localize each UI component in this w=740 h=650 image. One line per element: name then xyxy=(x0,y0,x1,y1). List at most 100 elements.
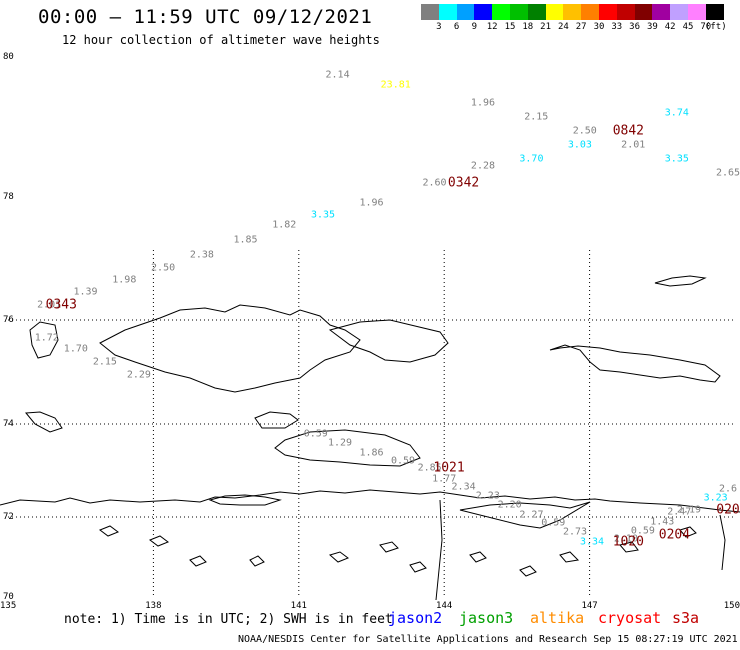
wave-height-value: 2.38 xyxy=(189,249,214,261)
wave-height-value: 3.35 xyxy=(664,153,689,164)
latitude-label: 70 xyxy=(3,592,14,602)
color-scale-legend xyxy=(421,4,724,20)
wave-height-value: 0.59 xyxy=(630,525,655,537)
wave-height-value: 2.19 xyxy=(676,504,701,516)
legend-swatch xyxy=(563,4,582,20)
wave-height-value: 2.15 xyxy=(524,111,549,122)
wave-height-value: 23.81 xyxy=(380,79,411,91)
legend-swatch xyxy=(616,4,635,20)
legend-label: 6 xyxy=(453,22,460,32)
map-subtitle: 12 hour collection of altimeter wave hei… xyxy=(62,33,380,47)
wave-height-value: 2.73 xyxy=(563,526,588,538)
pass-time-label: 020 xyxy=(716,502,740,518)
satellite-jason2-label: jason2 xyxy=(388,609,443,627)
wave-height-value: 2.14 xyxy=(325,69,350,80)
legend-label: 15 xyxy=(504,22,516,32)
legend-label: 30 xyxy=(593,22,605,32)
stolbovoy-island xyxy=(25,411,63,433)
kolyma-delta-spit xyxy=(459,501,591,529)
wave-height-value: 2.34 xyxy=(451,481,476,493)
wave-height-value: 1.43 xyxy=(650,516,675,528)
wave-height-value: 2.28 xyxy=(470,160,496,171)
legend-label: 33 xyxy=(611,22,623,32)
wave-height-value: 2.23 xyxy=(475,490,500,502)
longitude-label: 150 xyxy=(723,601,740,611)
legend-swatch xyxy=(634,4,653,20)
wave-height-value: 1.72 xyxy=(34,332,59,344)
wave-height-value: 1.70 xyxy=(63,343,88,355)
coastline xyxy=(0,275,740,601)
legend-swatch xyxy=(687,4,706,20)
wave-height-value: 1.29 xyxy=(327,437,353,449)
map-title: 00:00 – 11:59 UTC 09/12/2021 xyxy=(38,6,373,28)
longitude-label: 147 xyxy=(581,601,598,611)
wave-height-value: 3.23 xyxy=(703,492,728,504)
new-siberia-island xyxy=(274,429,421,467)
wave-height-value: 2.47 xyxy=(667,506,692,518)
river-kolyma xyxy=(719,514,726,571)
wave-height-value: 0.59 xyxy=(541,517,566,529)
pass-time-label: 1021 xyxy=(433,460,465,476)
legend-label: 70 xyxy=(700,22,712,32)
pass-time-label: 0842 xyxy=(612,123,645,138)
legend-label: 42 xyxy=(664,22,676,32)
latitude-label: 76 xyxy=(3,315,14,325)
legend-label: 45 xyxy=(682,22,694,32)
latitude-label: 80 xyxy=(3,52,14,62)
wave-height-value: 2.60 xyxy=(422,177,447,189)
lake-4 xyxy=(328,551,350,563)
legend-swatch xyxy=(456,4,475,20)
wave-height-value: 2.01 xyxy=(37,299,62,311)
credit-line: NOAA/NESDIS Center for Satellite Applica… xyxy=(238,634,738,645)
legend-label: 21 xyxy=(540,22,552,32)
wave-height-value: 3.03 xyxy=(567,139,592,150)
pass-time-label: 0342 xyxy=(447,175,480,191)
lake-9 xyxy=(559,551,580,563)
legend-label: 39 xyxy=(646,22,658,32)
lake-10 xyxy=(619,541,639,553)
pass-time-label: 0343 xyxy=(45,297,77,313)
wave-height-value: 2.6 xyxy=(718,483,738,495)
siberian-mainland-coast xyxy=(0,489,740,513)
legend-swatch xyxy=(421,4,439,20)
wave-height-value: 1.96 xyxy=(470,97,496,108)
lake-12 xyxy=(249,555,265,567)
footnote: note: 1) Time is in UTC; 2) SWH is in fe… xyxy=(64,612,393,627)
latitude-label: 74 xyxy=(3,419,14,429)
legend-label: (ft) xyxy=(704,22,727,32)
legend-swatch xyxy=(474,4,493,20)
bolshoy-lyakhovsky xyxy=(208,494,282,506)
belkovsky-island xyxy=(29,321,59,359)
bennett-islands xyxy=(254,411,299,429)
wave-height-value: 1.85 xyxy=(233,234,258,246)
lake-2 xyxy=(148,535,170,547)
legend-swatch xyxy=(598,4,617,20)
wave-height-value: 1.39 xyxy=(73,286,98,298)
wave-height-value: 1.82 xyxy=(272,219,297,231)
legend-swatch xyxy=(545,4,564,20)
lake-6 xyxy=(409,561,427,573)
legend-swatch xyxy=(705,4,724,20)
legend-label: 3 xyxy=(436,22,442,32)
pass-time-label: 0204 xyxy=(658,527,691,543)
longitude-label: 138 xyxy=(145,601,162,611)
pass-time-label: 1020 xyxy=(612,534,645,550)
wave-height-value: 2.50 xyxy=(151,262,176,274)
jeannette-island xyxy=(654,275,707,287)
latitude-label: 78 xyxy=(3,192,14,202)
wave-height-value: 2.20 xyxy=(497,499,522,511)
legend-swatch xyxy=(581,4,599,20)
satellite-cryosat-label: cryosat xyxy=(598,609,662,627)
latitude-label: 72 xyxy=(3,512,14,522)
wave-height-value: 3.74 xyxy=(664,107,689,119)
longitude-label: 135 xyxy=(0,601,17,611)
river-indigirka xyxy=(435,499,443,601)
wave-height-value: 0.59 xyxy=(390,455,416,467)
satellite-s3a-label: s3a xyxy=(672,609,700,627)
legend-label: 36 xyxy=(629,22,641,32)
wave-height-value: 1.96 xyxy=(359,197,384,209)
longitude-label: 141 xyxy=(290,601,307,611)
lake-8 xyxy=(519,565,537,577)
legend-label: 9 xyxy=(471,22,478,32)
